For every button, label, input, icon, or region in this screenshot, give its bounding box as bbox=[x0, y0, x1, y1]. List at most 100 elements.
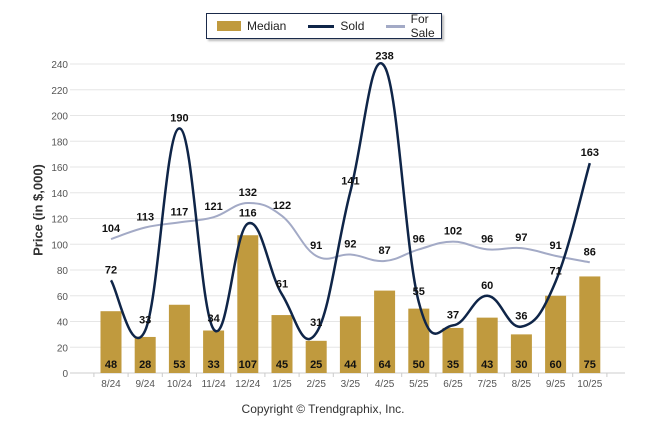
point-label-sold: 163 bbox=[581, 147, 599, 159]
point-label-sold: 71 bbox=[549, 266, 561, 278]
x-tick-label: 9/24 bbox=[135, 379, 155, 390]
x-tick-label: 10/25 bbox=[577, 379, 602, 390]
bar-label-median: 45 bbox=[276, 359, 288, 371]
x-tick-label: 5/25 bbox=[409, 379, 429, 390]
bar-median bbox=[203, 330, 225, 373]
bar-median bbox=[374, 290, 396, 373]
legend-item-for-sale[interactable]: For Sale bbox=[386, 12, 442, 40]
bar-median bbox=[510, 334, 532, 373]
legend-swatch-for-sale bbox=[386, 24, 405, 28]
grid bbox=[70, 63, 625, 374]
point-label-sold: 190 bbox=[170, 112, 188, 124]
x-tick-label: 12/24 bbox=[235, 379, 260, 390]
legend-item-median[interactable]: Median bbox=[217, 19, 286, 33]
y-tick-label: 120 bbox=[51, 215, 68, 226]
x-tick-label: 6/25 bbox=[443, 379, 463, 390]
bar-median bbox=[271, 315, 293, 373]
y-tick-label: 160 bbox=[51, 163, 68, 174]
point-label-sold: 116 bbox=[239, 208, 257, 220]
y-tick-label: 220 bbox=[51, 86, 68, 97]
bar-label-median: 33 bbox=[207, 359, 219, 371]
line-for-sale bbox=[110, 202, 590, 264]
bar-median bbox=[168, 304, 190, 373]
y-tick-label: 80 bbox=[57, 266, 69, 277]
bar-median bbox=[408, 308, 430, 373]
bar-label-median: 25 bbox=[310, 359, 322, 371]
point-label-sold: 37 bbox=[447, 309, 459, 321]
legend-label-sold: Sold bbox=[340, 19, 365, 33]
point-label-for-sale: 97 bbox=[515, 232, 527, 244]
y-tick-label: 180 bbox=[51, 137, 68, 148]
point-label-for-sale: 96 bbox=[413, 233, 425, 245]
bar-median bbox=[339, 316, 361, 373]
x-tick-label: 7/25 bbox=[477, 379, 497, 390]
point-label-sold: 141 bbox=[341, 175, 359, 187]
legend-swatch-median bbox=[217, 21, 241, 31]
x-tick-label: 9/25 bbox=[546, 379, 566, 390]
point-label-sold: 72 bbox=[105, 264, 117, 276]
bar-label-median: 28 bbox=[139, 359, 151, 371]
bar-label-median: 35 bbox=[447, 359, 459, 371]
bar-label-median: 30 bbox=[515, 359, 527, 371]
x-tick-label: 1/25 bbox=[272, 379, 292, 390]
bar-median bbox=[442, 327, 464, 373]
point-label-sold: 238 bbox=[375, 51, 393, 63]
axes: 0 20 40 60 80 100 120 140 160 180 200 220 240 8/24 9/2… bbox=[51, 60, 608, 390]
y-tick-label: 240 bbox=[51, 60, 68, 71]
bar-median bbox=[134, 336, 156, 373]
legend-label-median: Median bbox=[247, 19, 287, 33]
data-labels: 48 28 53 33 107 45 25 44 64 50 35 43 30 60 75 104 113 117… bbox=[102, 51, 599, 371]
x-tick-label: 2/25 bbox=[306, 379, 326, 390]
point-label-for-sale: 102 bbox=[444, 226, 462, 238]
bar-median bbox=[476, 317, 498, 373]
legend-swatch-sold bbox=[308, 24, 335, 28]
x-tick-label: 8/24 bbox=[101, 379, 121, 390]
point-label-sold: 36 bbox=[515, 311, 527, 323]
bar-label-median: 75 bbox=[584, 359, 596, 371]
bar-label-median: 43 bbox=[481, 359, 493, 371]
point-label-for-sale: 132 bbox=[239, 187, 257, 199]
point-label-sold: 55 bbox=[413, 286, 425, 298]
point-label-sold: 33 bbox=[139, 315, 151, 327]
copyright-text: Copyright © Trendgraphix, Inc. bbox=[241, 402, 405, 416]
point-label-sold: 31 bbox=[310, 317, 322, 329]
point-label-for-sale: 87 bbox=[378, 245, 390, 257]
legend: Median Sold For Sale bbox=[206, 12, 442, 40]
point-label-for-sale: 91 bbox=[549, 240, 561, 252]
point-label-sold: 61 bbox=[276, 278, 288, 290]
bar-label-median: 60 bbox=[549, 359, 561, 371]
y-tick-label: 20 bbox=[57, 343, 69, 354]
x-tick-label: 8/25 bbox=[512, 379, 532, 390]
bar-label-median: 48 bbox=[105, 359, 117, 371]
point-label-for-sale: 86 bbox=[584, 246, 596, 258]
legend-item-sold[interactable]: Sold bbox=[308, 19, 364, 33]
bar-label-median: 44 bbox=[344, 359, 357, 371]
point-label-for-sale: 92 bbox=[344, 239, 356, 251]
bar-median bbox=[100, 311, 122, 373]
point-label-for-sale: 104 bbox=[102, 223, 121, 235]
point-label-for-sale: 96 bbox=[481, 233, 493, 245]
point-label-for-sale: 91 bbox=[310, 240, 322, 252]
y-tick-label: 140 bbox=[51, 189, 68, 200]
bar-median bbox=[237, 235, 259, 373]
x-tick-label: 10/24 bbox=[167, 379, 192, 390]
bar-median bbox=[545, 295, 567, 373]
bar-label-median: 53 bbox=[173, 359, 185, 371]
point-label-sold: 60 bbox=[481, 280, 493, 292]
bar-label-median: 107 bbox=[239, 359, 257, 371]
lines bbox=[109, 62, 592, 341]
bar-median bbox=[305, 340, 327, 373]
legend-label-for-sale: For Sale bbox=[410, 12, 435, 40]
bar-label-median: 50 bbox=[413, 359, 425, 371]
bar-median bbox=[579, 276, 601, 373]
y-tick-label: 200 bbox=[51, 112, 68, 123]
x-tick-label: 11/24 bbox=[201, 379, 226, 390]
y-tick-label: 100 bbox=[51, 240, 68, 251]
median-bars bbox=[100, 235, 601, 373]
line-sold bbox=[109, 62, 592, 341]
y-tick-label: 60 bbox=[57, 292, 69, 303]
bar-label-median: 64 bbox=[378, 359, 391, 371]
point-label-for-sale: 113 bbox=[136, 212, 154, 224]
x-tick-label: 3/25 bbox=[341, 379, 361, 390]
